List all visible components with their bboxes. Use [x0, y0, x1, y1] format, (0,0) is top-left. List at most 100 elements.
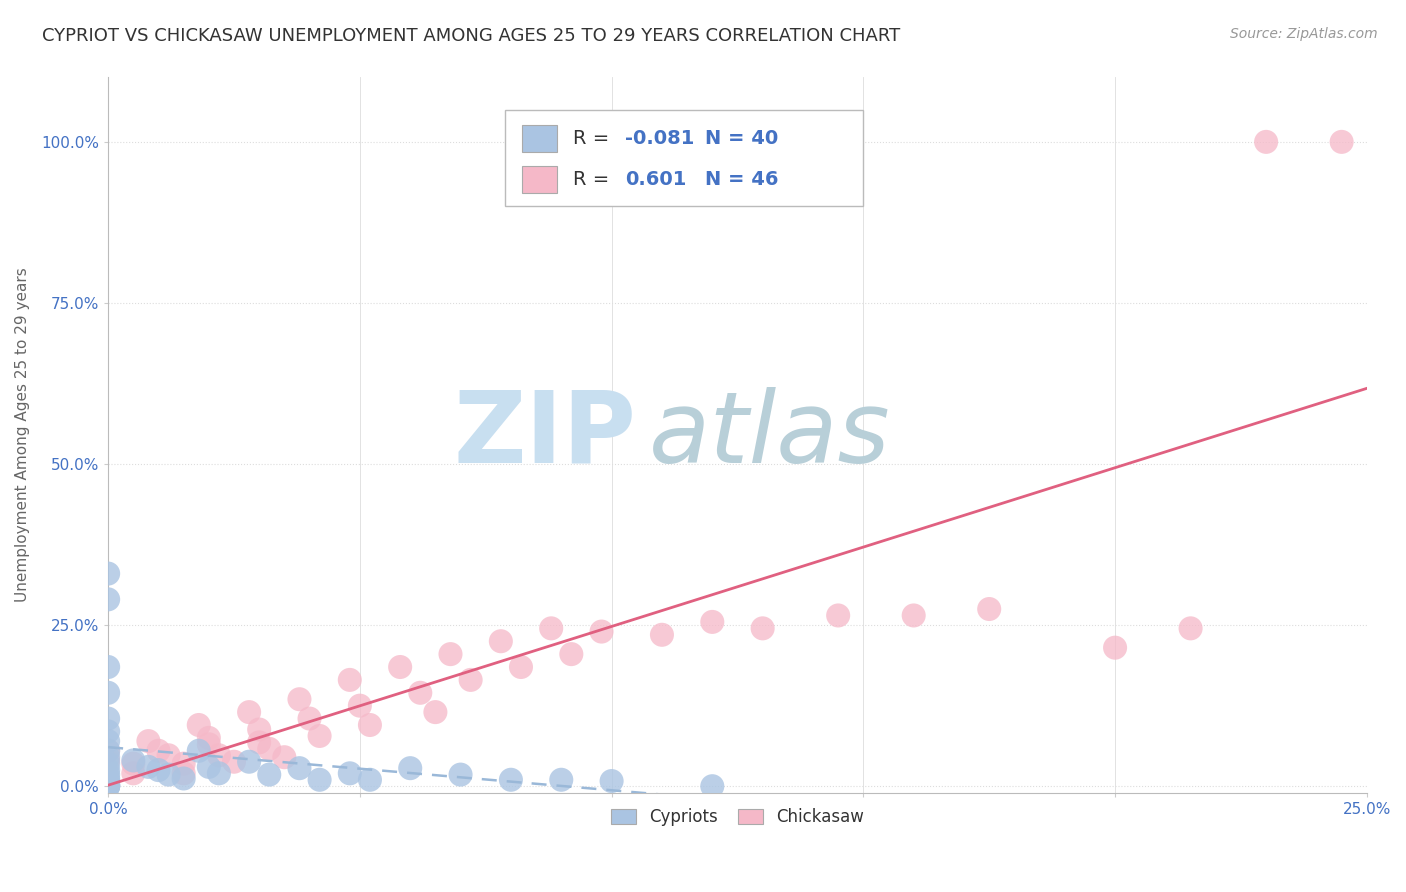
- Text: ZIP: ZIP: [454, 386, 637, 483]
- Text: R =: R =: [572, 169, 621, 188]
- Point: [97, 779, 120, 793]
- Point: [308, 772, 330, 787]
- Point: [97, 772, 120, 786]
- Point: [173, 756, 195, 771]
- Point: [259, 742, 281, 756]
- Point: [97, 734, 120, 748]
- Point: [122, 754, 145, 768]
- Point: [208, 748, 231, 763]
- Point: [97, 724, 120, 739]
- Text: R =: R =: [572, 129, 614, 148]
- Point: [399, 761, 422, 775]
- Point: [1330, 135, 1353, 149]
- Point: [560, 647, 582, 661]
- Point: [460, 673, 482, 687]
- Point: [238, 705, 260, 719]
- Point: [97, 754, 120, 768]
- Point: [349, 698, 371, 713]
- Point: [409, 686, 432, 700]
- Point: [198, 760, 221, 774]
- Point: [97, 686, 120, 700]
- Point: [97, 779, 120, 793]
- Point: [122, 766, 145, 780]
- Text: 0.601: 0.601: [626, 169, 686, 188]
- Point: [97, 779, 120, 793]
- Point: [138, 734, 160, 748]
- Point: [97, 756, 120, 771]
- Point: [359, 772, 381, 787]
- Point: [173, 766, 195, 780]
- Point: [198, 731, 221, 745]
- Point: [339, 766, 361, 780]
- Point: [97, 566, 120, 581]
- Point: [510, 660, 533, 674]
- Point: [702, 779, 724, 793]
- Point: [238, 755, 260, 769]
- Point: [359, 718, 381, 732]
- Legend: Cypriots, Chickasaw: Cypriots, Chickasaw: [603, 800, 873, 834]
- Point: [97, 750, 120, 764]
- Point: [651, 628, 673, 642]
- Text: -0.081: -0.081: [626, 129, 695, 148]
- Point: [148, 744, 170, 758]
- Point: [827, 608, 849, 623]
- Point: [339, 673, 361, 687]
- Point: [97, 660, 120, 674]
- Point: [702, 615, 724, 629]
- Point: [591, 624, 613, 639]
- Point: [97, 779, 120, 793]
- Point: [187, 718, 209, 732]
- Point: [550, 772, 572, 787]
- Point: [259, 767, 281, 781]
- Point: [97, 712, 120, 726]
- Point: [138, 760, 160, 774]
- Point: [198, 737, 221, 751]
- Point: [97, 778, 120, 792]
- Point: [173, 772, 195, 786]
- Text: Source: ZipAtlas.com: Source: ZipAtlas.com: [1230, 27, 1378, 41]
- Point: [187, 744, 209, 758]
- Point: [298, 712, 321, 726]
- Point: [148, 763, 170, 777]
- FancyBboxPatch shape: [522, 125, 558, 153]
- Point: [450, 767, 472, 781]
- Point: [97, 774, 120, 789]
- Point: [308, 729, 330, 743]
- Point: [425, 705, 447, 719]
- Point: [247, 723, 270, 737]
- Point: [903, 608, 925, 623]
- Point: [1256, 135, 1278, 149]
- Point: [97, 744, 120, 758]
- Point: [288, 761, 311, 775]
- Point: [600, 774, 623, 789]
- Text: CYPRIOT VS CHICKASAW UNEMPLOYMENT AMONG AGES 25 TO 29 YEARS CORRELATION CHART: CYPRIOT VS CHICKASAW UNEMPLOYMENT AMONG …: [42, 27, 900, 45]
- Point: [273, 750, 295, 764]
- Point: [489, 634, 512, 648]
- Point: [122, 756, 145, 771]
- Point: [222, 755, 245, 769]
- Point: [157, 748, 180, 763]
- Y-axis label: Unemployment Among Ages 25 to 29 years: Unemployment Among Ages 25 to 29 years: [15, 268, 30, 602]
- Point: [97, 763, 120, 777]
- Point: [97, 767, 120, 781]
- Point: [540, 621, 562, 635]
- Point: [247, 735, 270, 749]
- Point: [979, 602, 1001, 616]
- Point: [751, 621, 773, 635]
- Point: [389, 660, 412, 674]
- Point: [208, 766, 231, 780]
- Point: [157, 767, 180, 781]
- Point: [1180, 621, 1202, 635]
- Text: N = 40: N = 40: [704, 129, 778, 148]
- Point: [499, 772, 522, 787]
- Point: [1104, 640, 1126, 655]
- Point: [288, 692, 311, 706]
- FancyBboxPatch shape: [505, 110, 863, 206]
- Text: N = 46: N = 46: [704, 169, 779, 188]
- Text: atlas: atlas: [650, 386, 891, 483]
- Point: [97, 744, 120, 758]
- FancyBboxPatch shape: [522, 166, 558, 193]
- Point: [97, 592, 120, 607]
- Point: [439, 647, 461, 661]
- Point: [97, 777, 120, 791]
